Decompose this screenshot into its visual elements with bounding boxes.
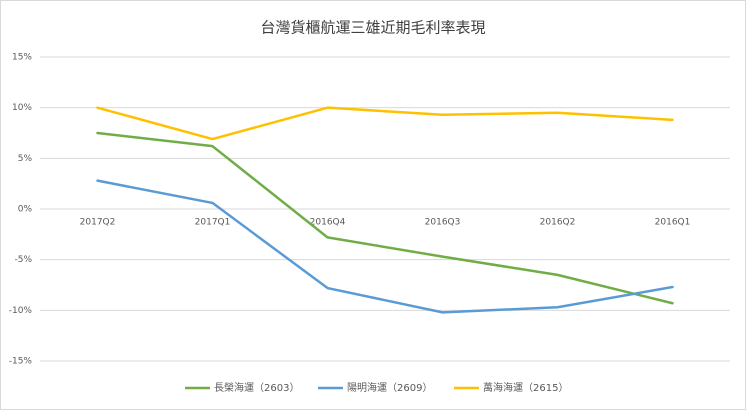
- y-tick-label: -5%: [14, 255, 32, 265]
- legend-label: 陽明海運（2609）: [347, 381, 432, 394]
- y-tick-label: 15%: [12, 53, 32, 63]
- legend-label: 長榮海運（2603）: [214, 381, 299, 394]
- x-tick-label: 2016Q4: [310, 218, 346, 228]
- series-line: [96, 131, 674, 305]
- series-line: [96, 179, 674, 314]
- x-tick-label: 2016Q2: [540, 218, 576, 228]
- y-tick-label: 5%: [18, 154, 33, 164]
- y-tick-label: 10%: [12, 103, 32, 113]
- legend-label: 萬海海運（2615）: [483, 381, 568, 394]
- y-tick-label: -15%: [9, 357, 33, 367]
- y-tick-label: -10%: [9, 306, 33, 316]
- x-tick-label: 2017Q2: [80, 218, 116, 228]
- y-tick-label: 0%: [18, 205, 33, 215]
- x-tick-label: 2017Q1: [195, 218, 231, 228]
- x-tick-label: 2016Q1: [655, 218, 691, 228]
- chart-title: 台灣貨櫃航運三雄近期毛利率表現: [260, 19, 485, 37]
- series-line: [96, 106, 674, 141]
- x-tick-label: 2016Q3: [425, 218, 461, 228]
